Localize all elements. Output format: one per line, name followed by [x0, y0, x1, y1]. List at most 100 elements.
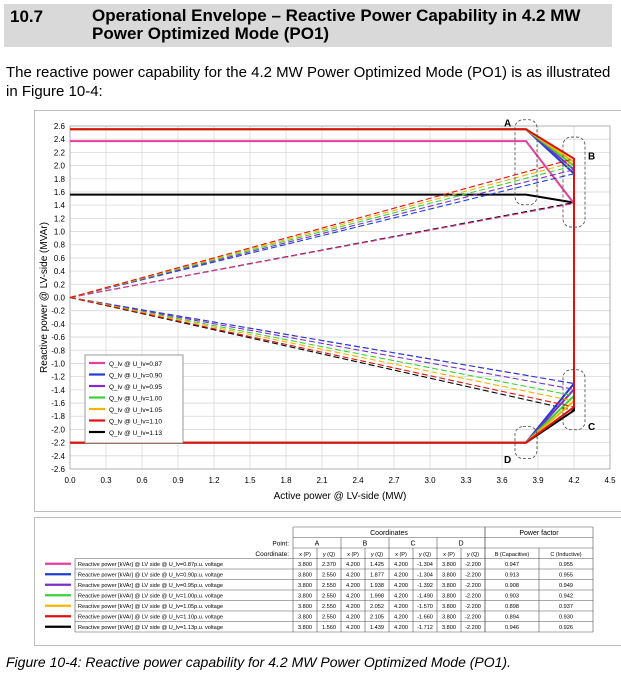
y-tick-label: -2.6 [51, 465, 65, 474]
coordinate-cell: -2.200 [465, 573, 481, 579]
coordinate-cell: -1.660 [417, 615, 433, 621]
coordinate-cell: 1.877 [370, 573, 384, 579]
coordinate-cell: 3.800 [442, 615, 456, 621]
y-tick-label: -0.8 [51, 346, 65, 355]
point-label-D: D [504, 455, 511, 466]
y-tick-label: 0.2 [54, 280, 66, 289]
x-tick-label: 3.3 [460, 476, 472, 485]
x-axis-label: Active power @ LV-side (MW) [274, 491, 407, 502]
y-tick-label: 2.6 [54, 122, 66, 131]
point-header: C [410, 541, 415, 548]
coordinate-cell: 2.105 [370, 615, 384, 621]
x-tick-label: 2.7 [388, 476, 400, 485]
coordinate-cell: -1.304 [417, 573, 433, 579]
coordinate-cell: 1.998 [370, 594, 384, 600]
coordinate-cell: 3.800 [442, 594, 456, 600]
coordinate-cell: 3.800 [298, 615, 312, 621]
y-tick-label: -2.2 [51, 439, 65, 448]
coordinate-cell: -1.392 [417, 583, 433, 589]
y-tick-label: -2.0 [51, 425, 65, 434]
coordinate-cell: 4.200 [394, 573, 408, 579]
section-number: 10.7 [10, 7, 44, 26]
y-axis-label: Reactive power @ LV-side (MVAr) [39, 222, 50, 373]
row-label: Reactive power [kVAr] @ LV side @ U_lv=1… [78, 625, 223, 631]
y-tick-label: 1.2 [54, 214, 66, 223]
legend-entry: Q_lv @ U_lv=0.95 [109, 384, 162, 391]
legend-entry: Q_lv @ U_lv=0.87 [109, 361, 162, 368]
coord-header: x (P) [395, 552, 407, 558]
power-factor-cell: 0.942 [559, 594, 573, 600]
power-factor-cell: 0.949 [559, 583, 573, 589]
point-highlight-box [514, 119, 538, 206]
coordinates-table-frame: Coordinates Power factor Point: Coordinate:… [34, 517, 621, 646]
coord-header: y (Q) [419, 552, 431, 558]
chart-frame: 2.6 2.4 2.2 2.0 1.8 1.6 1.4 1.2 1.0 0.8 0.6 0.4 0.2 0… [34, 110, 621, 512]
x-tick-label: 0.6 [136, 476, 148, 485]
power-factor-cell: 0.926 [559, 625, 573, 631]
coordinate-cell: 2.550 [322, 604, 336, 610]
power-factor-header: Power factor [519, 530, 559, 537]
x-tick-label: 2.1 [316, 476, 328, 485]
row-label: Reactive power [kVAr] @ LV side @ U_lv=0… [78, 562, 223, 568]
row-label: Reactive power [kVAr] @ LV side @ U_lv=1… [78, 594, 223, 600]
y-tick-label: -1.0 [51, 359, 65, 368]
point-highlight-box [562, 369, 586, 431]
coordinate-cell: 4.200 [346, 573, 360, 579]
coordinate-cell: 4.200 [394, 594, 408, 600]
x-tick-label: 1.8 [280, 476, 292, 485]
power-factor-cell: 0.937 [559, 604, 573, 610]
section-title: Operational Envelope – Reactive Power Ca… [92, 6, 581, 43]
coordinate-cell: 3.800 [442, 604, 456, 610]
coordinate-cell: 3.800 [298, 583, 312, 589]
point-label-A: A [504, 119, 511, 130]
point-header: A [315, 541, 320, 548]
coord-header: y (Q) [323, 552, 335, 558]
series-dashed-lower [69, 296, 575, 411]
row-label: Reactive power [kVAr] @ LV side @ U_lv=1… [78, 615, 223, 621]
coordinate-cell: 3.800 [442, 583, 456, 589]
y-tick-label: -0.6 [51, 333, 65, 342]
series-dashed-upper [69, 165, 575, 299]
coordinate-cell: -2.200 [465, 594, 481, 600]
coordinate-row-label: Coordinate: [255, 551, 289, 558]
x-tick-label: 0.0 [64, 476, 76, 485]
row-label: Reactive power [kVAr] @ LV side @ U_lv=1… [78, 604, 223, 610]
row-label: Reactive power [kVAr] @ LV side @ U_lv=0… [78, 573, 223, 579]
coordinate-cell: 3.800 [298, 573, 312, 579]
series-dashed-lower [69, 296, 575, 397]
coordinate-cell: 3.800 [298, 625, 312, 631]
coord-header: y (Q) [371, 552, 383, 558]
x-tick-label: 3.0 [424, 476, 436, 485]
coordinate-cell: 4.200 [394, 583, 408, 589]
coord-header: x (P) [443, 552, 455, 558]
y-tick-label: 2.4 [54, 135, 66, 144]
power-factor-cell: 0.903 [505, 594, 519, 600]
coordinate-cell: 4.200 [394, 615, 408, 621]
y-tick-label: -2.4 [51, 452, 65, 461]
y-tick-label: -0.2 [51, 307, 65, 316]
x-tick-label: 1.2 [208, 476, 220, 485]
coordinate-cell: 4.200 [346, 594, 360, 600]
y-tick-label: 0.4 [54, 267, 66, 276]
point-highlight-box [514, 426, 538, 460]
y-tick-label: -0.4 [51, 320, 65, 329]
y-tick-label: 2.2 [54, 148, 66, 157]
power-factor-cell: 0.894 [505, 615, 519, 621]
series-dashed-upper [69, 161, 575, 299]
pf-column-header: C (Inductive) [550, 552, 581, 558]
point-label-C: C [588, 422, 595, 433]
coordinate-cell: 2.550 [322, 615, 336, 621]
y-tick-label: 1.6 [54, 188, 66, 197]
coordinate-cell: 2.550 [322, 573, 336, 579]
y-tick-label: 0.8 [54, 241, 66, 250]
section-header: 10.7 Operational Envelope – Reactive Pow… [4, 4, 612, 47]
y-tick-label: 0.6 [54, 254, 66, 263]
series-dashed-lower [69, 296, 575, 390]
coordinate-cell: 1.425 [370, 562, 384, 568]
coordinate-cell: 1.439 [370, 625, 384, 631]
coordinate-cell: 2.550 [322, 594, 336, 600]
legend-box [84, 354, 184, 444]
point-header: B [363, 541, 368, 548]
coordinate-cell: -2.200 [465, 583, 481, 589]
coordinate-cell: 3.800 [442, 573, 456, 579]
